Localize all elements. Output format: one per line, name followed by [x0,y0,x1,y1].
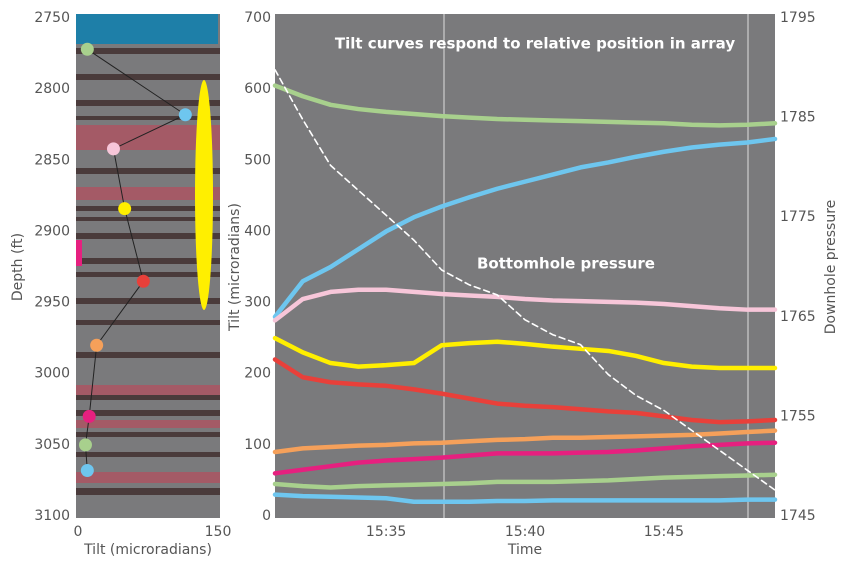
y2-tick-label: 1795 [780,10,816,26]
y-tick-label: 3050 [34,437,70,453]
y2-tick-label: 1755 [780,408,816,424]
point [83,410,96,423]
y-tick-label: 2800 [34,81,70,97]
x-tick-label: 150 [205,524,232,540]
annotation: Bottomhole pressure [477,255,655,273]
chart: 275028002850290029503000305031000150Tilt… [0,0,841,563]
y-tick-label: 0 [262,508,271,524]
point [81,43,94,56]
point [90,339,103,352]
page: 275028002850290029503000305031000150Tilt… [0,0,841,567]
marker-bar [76,240,82,266]
y-tick-label: 2850 [34,152,70,168]
point [107,142,120,155]
y-tick-label: 3000 [34,366,70,382]
y2-tick-label: 1765 [780,309,816,325]
y2-axis-label: Downhole pressure [823,200,839,335]
x-tick-label: 0 [74,524,83,540]
y-tick-label: 400 [244,223,271,239]
point [179,108,192,121]
point [137,275,150,288]
x-tick-label: 15:35 [366,524,406,540]
y-tick-label: 500 [244,152,271,168]
y-tick-label: 3100 [34,508,70,524]
point [118,202,131,215]
chart-title: Tilt curves respond to relative position… [335,35,735,53]
band [76,14,218,44]
x-axis-label: Time [507,542,542,558]
y-axis-label: Tilt (microradians) [227,203,243,332]
zone-ellipse [195,80,213,310]
y-tick-label: 2750 [34,10,70,26]
y-axis-label: Depth (ft) [10,233,26,301]
y-tick-label: 100 [244,437,271,453]
y-tick-label: 2900 [34,223,70,239]
y-tick-label: 700 [244,10,271,26]
x-axis-label: Tilt (microradians) [83,542,212,558]
y2-tick-label: 1775 [780,209,816,225]
y-tick-label: 2950 [34,295,70,311]
y-tick-label: 600 [244,81,271,97]
x-tick-label: 15:45 [644,524,684,540]
point [81,464,94,477]
y2-tick-label: 1745 [780,508,816,524]
point [79,438,92,451]
y-tick-label: 300 [244,295,271,311]
x-tick-label: 15:40 [505,524,545,540]
y-tick-label: 200 [244,366,271,382]
y2-tick-label: 1785 [780,110,816,126]
